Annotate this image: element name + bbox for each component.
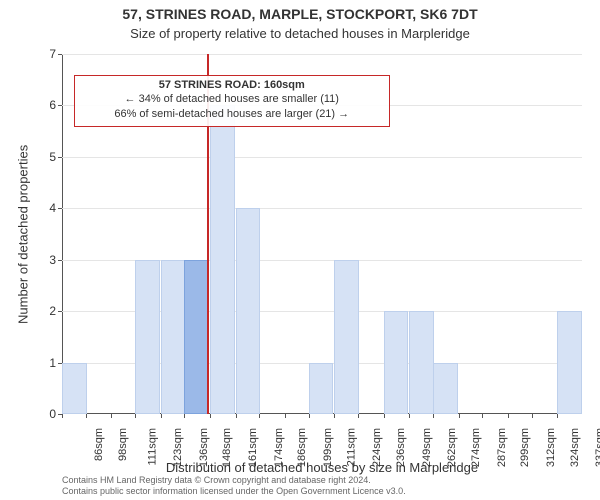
chart-root: 57, STRINES ROAD, MARPLE, STOCKPORT, SK6… — [0, 0, 600, 500]
ytick-label: 0 — [32, 407, 62, 421]
annotation-title: 57 STRINES ROAD: 160sqm — [159, 79, 305, 91]
ytick-label: 2 — [32, 304, 62, 318]
plot-area: 0123456786sqm98sqm111sqm123sqm136sqm148s… — [62, 54, 582, 414]
xtick-mark — [433, 414, 434, 418]
histogram-bar — [557, 311, 582, 414]
xtick-mark — [259, 414, 260, 418]
xtick-mark — [62, 414, 63, 418]
xtick-mark — [459, 414, 460, 418]
xtick-mark — [508, 414, 509, 418]
histogram-bar — [409, 311, 434, 414]
xtick-mark — [384, 414, 385, 418]
ytick-label: 5 — [32, 150, 62, 164]
ytick-label: 6 — [32, 98, 62, 112]
chart-area: 0123456786sqm98sqm111sqm123sqm136sqm148s… — [62, 54, 582, 414]
chart-subtitle: Size of property relative to detached ho… — [0, 26, 600, 41]
xtick-mark — [358, 414, 359, 418]
xtick-mark — [532, 414, 533, 418]
xtick-mark — [210, 414, 211, 418]
xtick-mark — [334, 414, 335, 418]
xtick-mark — [184, 414, 185, 418]
histogram-bar — [210, 105, 235, 414]
xtick-mark — [309, 414, 310, 418]
histogram-bar — [334, 260, 359, 414]
footer-line-1: Contains HM Land Registry data © Crown c… — [62, 475, 592, 487]
annotation-line-smaller: ← 34% of detached houses are smaller (11… — [79, 92, 385, 107]
xtick-mark — [135, 414, 136, 418]
ytick-label: 4 — [32, 201, 62, 215]
histogram-bar — [184, 260, 209, 414]
chart-title: 57, STRINES ROAD, MARPLE, STOCKPORT, SK6… — [0, 6, 600, 22]
xtick-label: 98sqm — [117, 428, 129, 461]
footer-line-2: Contains public sector information licen… — [62, 486, 592, 498]
xtick-label: 86sqm — [93, 428, 105, 461]
histogram-bar — [161, 260, 186, 414]
histogram-bar — [62, 363, 87, 414]
xtick-mark — [409, 414, 410, 418]
x-axis-label: Distribution of detached houses by size … — [62, 460, 582, 475]
gridline — [62, 157, 582, 158]
ytick-label: 7 — [32, 47, 62, 61]
annotation-box: 57 STRINES ROAD: 160sqm← 34% of detached… — [74, 75, 390, 127]
ytick-label: 1 — [32, 356, 62, 370]
y-axis-label: Number of detached properties — [16, 54, 30, 414]
histogram-bar — [433, 363, 458, 414]
xtick-mark — [111, 414, 112, 418]
xtick-mark — [557, 414, 558, 418]
histogram-bar — [236, 208, 261, 414]
xtick-mark — [161, 414, 162, 418]
ytick-label: 3 — [32, 253, 62, 267]
xtick-label: 337sqm — [594, 428, 600, 467]
xtick-mark — [285, 414, 286, 418]
gridline — [62, 54, 582, 55]
histogram-bar — [384, 311, 409, 414]
footer-text: Contains HM Land Registry data © Crown c… — [62, 475, 592, 498]
xtick-mark — [236, 414, 237, 418]
xtick-mark — [482, 414, 483, 418]
y-axis-line — [62, 54, 63, 414]
xtick-mark — [86, 414, 87, 418]
annotation-line-larger: 66% of semi-detached houses are larger (… — [79, 107, 385, 122]
gridline — [62, 208, 582, 209]
histogram-bar — [135, 260, 160, 414]
histogram-bar — [309, 363, 334, 414]
